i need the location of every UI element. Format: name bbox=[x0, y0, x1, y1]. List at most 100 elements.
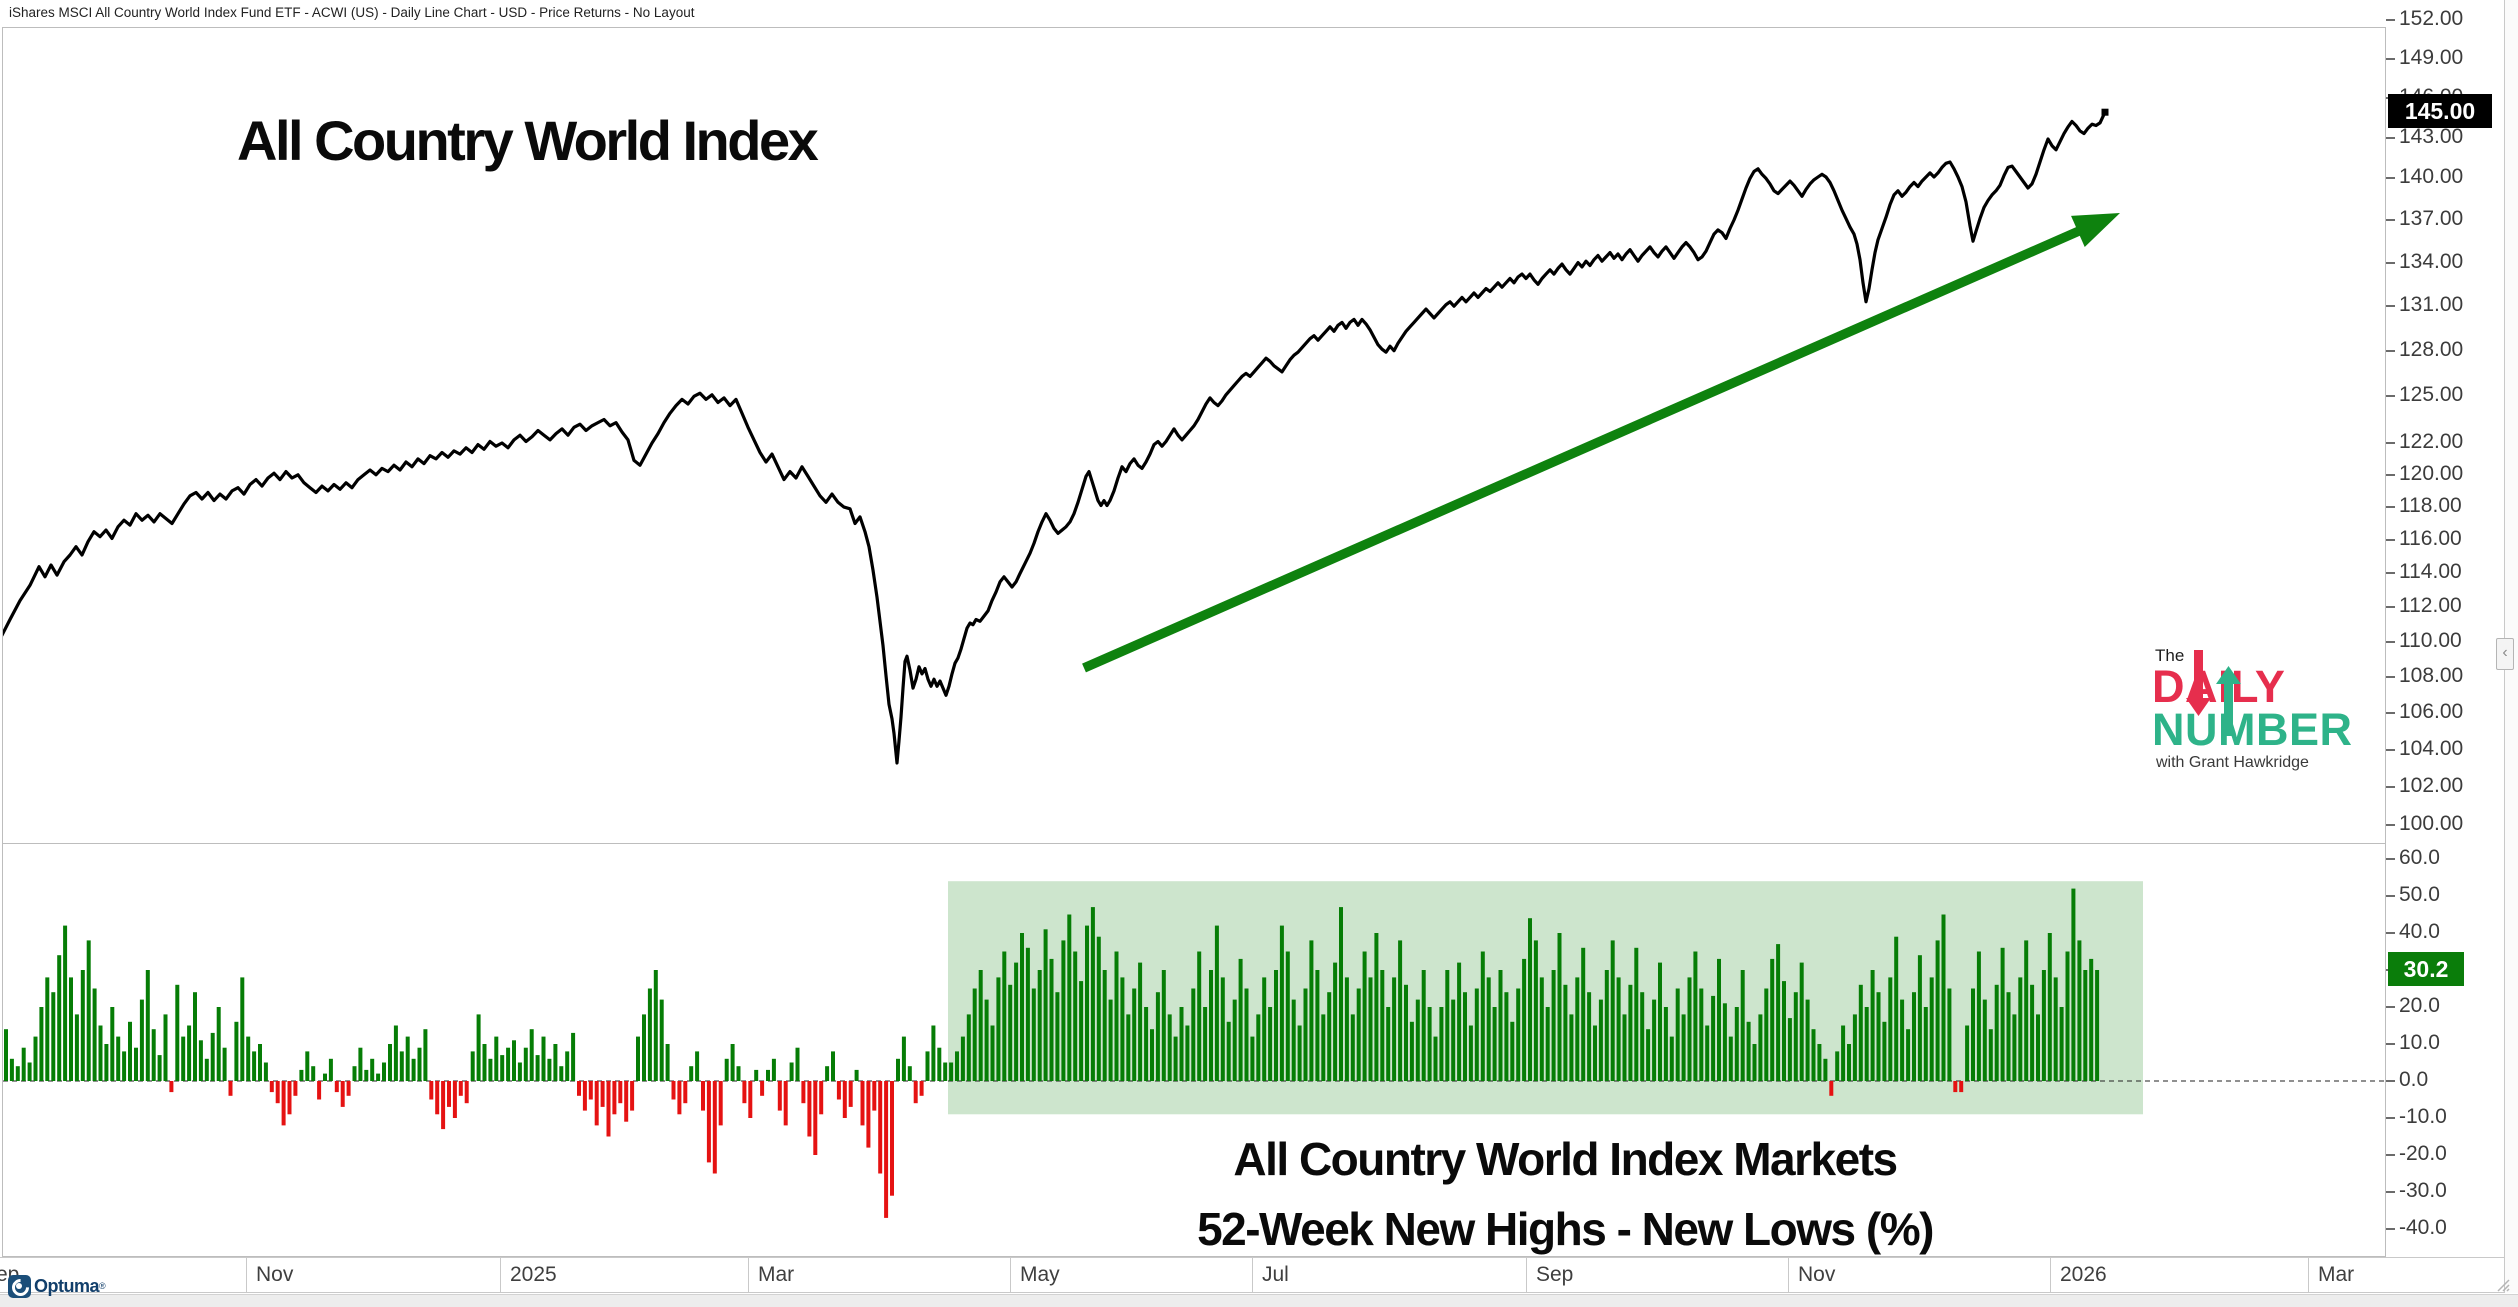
hl-bar bbox=[825, 1066, 830, 1081]
hl-bar bbox=[813, 1081, 818, 1155]
hl-bar bbox=[1303, 988, 1308, 1081]
hl-bar bbox=[1504, 992, 1509, 1081]
hl-bar bbox=[665, 1044, 670, 1081]
hl-bar bbox=[600, 1081, 605, 1107]
hl-bar bbox=[535, 1055, 540, 1081]
price-axis-tick bbox=[2386, 539, 2395, 541]
hl-bar bbox=[919, 1081, 924, 1096]
month-label-sep: Sep bbox=[1536, 1263, 1574, 1286]
price-axis-label: 108.00 bbox=[2399, 664, 2464, 687]
hl-bar bbox=[1782, 981, 1786, 1081]
hl-bar bbox=[1291, 999, 1296, 1081]
hl-bar bbox=[1203, 1007, 1208, 1081]
hl-bar bbox=[1699, 988, 1704, 1081]
hl-bar bbox=[1805, 999, 1810, 1081]
hl-bar bbox=[1274, 970, 1278, 1081]
hl-bar bbox=[464, 1081, 469, 1104]
hl-bar bbox=[577, 1081, 581, 1096]
hl-bar bbox=[110, 1007, 115, 1081]
hl-bar bbox=[39, 1007, 44, 1081]
hl-bar bbox=[1451, 999, 1456, 1081]
hl-bar bbox=[210, 1032, 215, 1081]
lower-axis-tick bbox=[2386, 1006, 2395, 1008]
hl-bar bbox=[1468, 1025, 1473, 1081]
month-label-2025: 2025 bbox=[510, 1263, 557, 1286]
hl-bar bbox=[1569, 1014, 1574, 1081]
hl-bar bbox=[1994, 984, 1999, 1081]
hl-bar bbox=[258, 1044, 262, 1081]
hl-bar bbox=[1581, 947, 1586, 1081]
hl-bar bbox=[1622, 1014, 1627, 1081]
hl-bar bbox=[2089, 958, 2094, 1081]
hl-bar bbox=[92, 988, 97, 1081]
price-axis-tick bbox=[2386, 262, 2395, 264]
lower-axis-tick bbox=[2386, 1080, 2395, 1082]
hl-bar bbox=[1415, 999, 1420, 1081]
hl-bar bbox=[913, 1081, 918, 1104]
hl-bar bbox=[1764, 988, 1769, 1081]
hl-bar bbox=[317, 1081, 322, 1100]
hl-bar bbox=[896, 1058, 900, 1081]
optuma-icon bbox=[8, 1274, 33, 1300]
price-axis[interactable]: 152.00149.00146.00143.00140.00137.00134.… bbox=[2386, 0, 2504, 1293]
hl-bar bbox=[884, 1081, 889, 1218]
optuma-logo[interactable]: Optuma ® bbox=[8, 1274, 106, 1300]
hl-bar bbox=[1492, 1007, 1497, 1081]
hl-bar bbox=[807, 1081, 812, 1137]
price-axis-label: 104.00 bbox=[2399, 737, 2464, 760]
lower-panel-title: All Country World Index Markets 52-Week … bbox=[1105, 1124, 2025, 1264]
hl-bar bbox=[1480, 951, 1485, 1081]
panel-divider[interactable] bbox=[2, 843, 2386, 844]
hl-bar bbox=[98, 1025, 103, 1081]
hl-bar bbox=[2071, 888, 2076, 1081]
hl-bar bbox=[730, 1044, 735, 1081]
hl-bar bbox=[990, 1025, 995, 1081]
price-axis-label: 116.00 bbox=[2399, 527, 2462, 550]
price-axis-tick bbox=[2386, 749, 2395, 751]
status-strip bbox=[0, 1294, 2518, 1307]
last-value-badge: 30.2 bbox=[2388, 952, 2464, 986]
hl-bar bbox=[458, 1081, 463, 1096]
hl-bar bbox=[1256, 1014, 1261, 1081]
hl-bar bbox=[854, 1069, 859, 1081]
daily-number-the: The bbox=[2155, 646, 2185, 665]
hl-bar bbox=[701, 1081, 705, 1111]
hl-bar bbox=[1658, 962, 1662, 1081]
trend-arrow-shaft[interactable] bbox=[1082, 224, 2086, 673]
price-axis-label: 134.00 bbox=[2399, 250, 2464, 273]
lower-axis-label: 20.0 bbox=[2399, 994, 2440, 1017]
hl-bar bbox=[74, 1014, 79, 1081]
lower-axis-label: 50.0 bbox=[2399, 883, 2440, 906]
trend-arrow-head[interactable] bbox=[2071, 213, 2120, 248]
hl-bar bbox=[1646, 1029, 1651, 1081]
hl-bar bbox=[435, 1081, 440, 1115]
hl-bar bbox=[2012, 1014, 2017, 1081]
hl-bar bbox=[1108, 999, 1113, 1081]
hl-bar bbox=[1522, 958, 1527, 1081]
hl-bar bbox=[931, 1025, 936, 1081]
hl-bar bbox=[281, 1081, 286, 1126]
lower-panel-title-line1: All Country World Index Markets bbox=[1233, 1133, 1898, 1185]
hl-bar bbox=[695, 1051, 700, 1081]
hl-bar bbox=[500, 1055, 505, 1081]
hl-bar bbox=[1191, 988, 1196, 1081]
resize-grip-icon[interactable] bbox=[2494, 1276, 2510, 1292]
hl-bar bbox=[1557, 933, 1562, 1081]
axis-collapse-button[interactable]: ‹ bbox=[2496, 638, 2514, 670]
hl-bar bbox=[157, 1055, 162, 1081]
new-highs-lows-panel[interactable] bbox=[3, 844, 2386, 1257]
price-axis-tick bbox=[2386, 824, 2395, 826]
price-line-panel[interactable] bbox=[3, 28, 2386, 843]
month-boundary-tick bbox=[2308, 1258, 2309, 1292]
hl-bar bbox=[783, 1081, 788, 1126]
lower-axis-tick bbox=[2386, 1228, 2395, 1230]
hl-bar bbox=[1752, 1044, 1757, 1081]
hl-bar bbox=[565, 1051, 570, 1081]
hl-bar bbox=[293, 1081, 298, 1096]
hl-bar bbox=[1085, 925, 1089, 1081]
hl-bar bbox=[736, 1066, 741, 1081]
date-axis[interactable]: SepNov2025MarMayJulSepNov2026Mar bbox=[0, 1257, 2504, 1293]
hl-bar bbox=[1333, 962, 1338, 1081]
hl-bar bbox=[1386, 1007, 1391, 1081]
hl-bar bbox=[299, 1069, 304, 1081]
